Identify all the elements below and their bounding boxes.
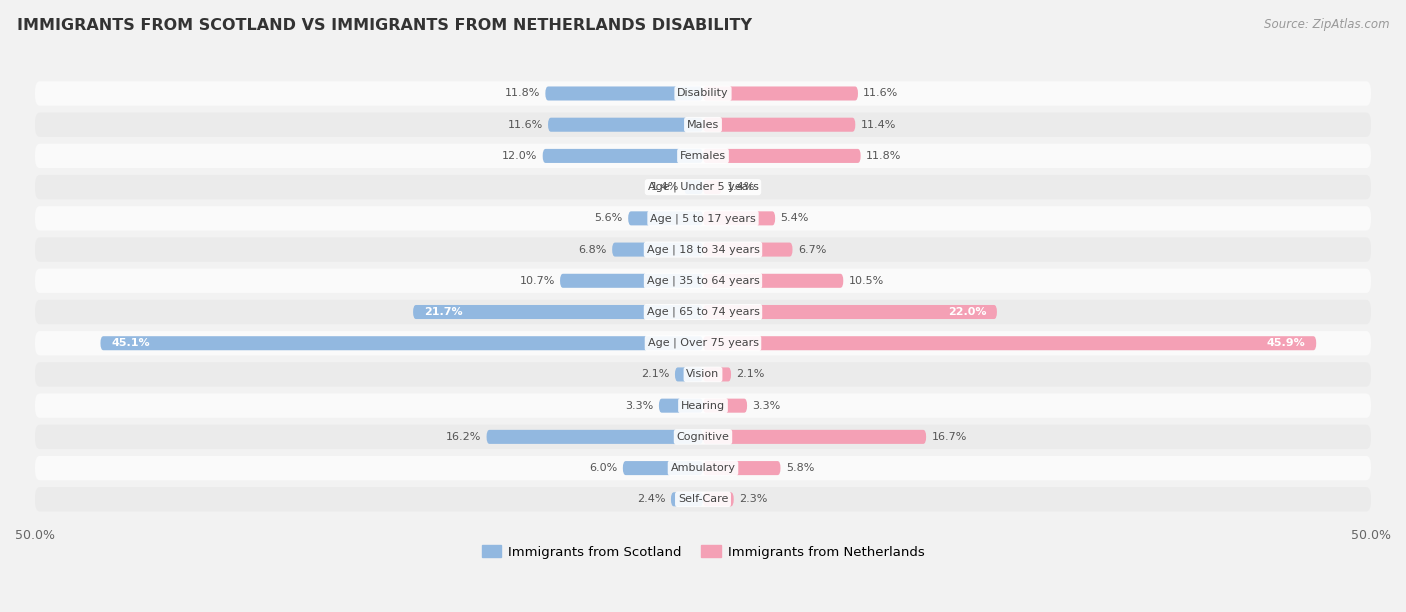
FancyBboxPatch shape xyxy=(486,430,703,444)
FancyBboxPatch shape xyxy=(612,242,703,256)
Text: 6.8%: 6.8% xyxy=(578,245,607,255)
FancyBboxPatch shape xyxy=(628,211,703,225)
FancyBboxPatch shape xyxy=(703,492,734,506)
FancyBboxPatch shape xyxy=(35,175,1371,200)
FancyBboxPatch shape xyxy=(35,487,1371,512)
FancyBboxPatch shape xyxy=(35,362,1371,387)
Text: Source: ZipAtlas.com: Source: ZipAtlas.com xyxy=(1264,18,1389,31)
Text: 3.3%: 3.3% xyxy=(752,401,780,411)
FancyBboxPatch shape xyxy=(548,118,703,132)
FancyBboxPatch shape xyxy=(703,211,775,225)
Text: 12.0%: 12.0% xyxy=(502,151,537,161)
FancyBboxPatch shape xyxy=(35,144,1371,168)
Text: 5.8%: 5.8% xyxy=(786,463,814,473)
Text: 16.2%: 16.2% xyxy=(446,432,481,442)
FancyBboxPatch shape xyxy=(543,149,703,163)
Text: 2.4%: 2.4% xyxy=(637,494,665,504)
FancyBboxPatch shape xyxy=(703,336,1316,350)
Text: 16.7%: 16.7% xyxy=(931,432,967,442)
FancyBboxPatch shape xyxy=(703,398,747,412)
FancyBboxPatch shape xyxy=(703,430,927,444)
FancyBboxPatch shape xyxy=(703,118,855,132)
Text: 10.5%: 10.5% xyxy=(849,276,884,286)
FancyBboxPatch shape xyxy=(35,237,1371,262)
Text: 11.8%: 11.8% xyxy=(866,151,901,161)
FancyBboxPatch shape xyxy=(623,461,703,475)
Text: Age | 18 to 34 years: Age | 18 to 34 years xyxy=(647,244,759,255)
FancyBboxPatch shape xyxy=(35,300,1371,324)
FancyBboxPatch shape xyxy=(35,394,1371,418)
FancyBboxPatch shape xyxy=(35,113,1371,137)
Text: Females: Females xyxy=(681,151,725,161)
FancyBboxPatch shape xyxy=(703,367,731,381)
Text: 10.7%: 10.7% xyxy=(519,276,555,286)
Legend: Immigrants from Scotland, Immigrants from Netherlands: Immigrants from Scotland, Immigrants fro… xyxy=(477,540,929,564)
Text: 21.7%: 21.7% xyxy=(423,307,463,317)
Text: Self-Care: Self-Care xyxy=(678,494,728,504)
FancyBboxPatch shape xyxy=(703,461,780,475)
FancyBboxPatch shape xyxy=(35,269,1371,293)
FancyBboxPatch shape xyxy=(671,492,703,506)
Text: 22.0%: 22.0% xyxy=(948,307,986,317)
Text: 2.1%: 2.1% xyxy=(737,370,765,379)
FancyBboxPatch shape xyxy=(35,206,1371,231)
Text: 3.3%: 3.3% xyxy=(626,401,654,411)
FancyBboxPatch shape xyxy=(35,331,1371,356)
Text: Hearing: Hearing xyxy=(681,401,725,411)
Text: Cognitive: Cognitive xyxy=(676,432,730,442)
Text: Vision: Vision xyxy=(686,370,720,379)
FancyBboxPatch shape xyxy=(35,81,1371,106)
Text: Age | Under 5 years: Age | Under 5 years xyxy=(648,182,758,192)
FancyBboxPatch shape xyxy=(703,86,858,100)
Text: 5.6%: 5.6% xyxy=(595,214,623,223)
Text: 2.1%: 2.1% xyxy=(641,370,669,379)
Text: 1.4%: 1.4% xyxy=(651,182,679,192)
Text: Ambulatory: Ambulatory xyxy=(671,463,735,473)
Text: Age | 65 to 74 years: Age | 65 to 74 years xyxy=(647,307,759,317)
Text: 11.8%: 11.8% xyxy=(505,89,540,99)
Text: 1.4%: 1.4% xyxy=(727,182,755,192)
FancyBboxPatch shape xyxy=(35,456,1371,480)
Text: 45.1%: 45.1% xyxy=(111,338,150,348)
Text: 11.6%: 11.6% xyxy=(863,89,898,99)
FancyBboxPatch shape xyxy=(703,149,860,163)
FancyBboxPatch shape xyxy=(35,425,1371,449)
FancyBboxPatch shape xyxy=(546,86,703,100)
FancyBboxPatch shape xyxy=(703,274,844,288)
FancyBboxPatch shape xyxy=(675,367,703,381)
FancyBboxPatch shape xyxy=(560,274,703,288)
FancyBboxPatch shape xyxy=(703,305,997,319)
Text: IMMIGRANTS FROM SCOTLAND VS IMMIGRANTS FROM NETHERLANDS DISABILITY: IMMIGRANTS FROM SCOTLAND VS IMMIGRANTS F… xyxy=(17,18,752,34)
Text: 2.3%: 2.3% xyxy=(740,494,768,504)
FancyBboxPatch shape xyxy=(703,242,793,256)
FancyBboxPatch shape xyxy=(659,398,703,412)
Text: 11.6%: 11.6% xyxy=(508,120,543,130)
FancyBboxPatch shape xyxy=(703,180,721,194)
FancyBboxPatch shape xyxy=(100,336,703,350)
Text: Age | 5 to 17 years: Age | 5 to 17 years xyxy=(650,213,756,223)
Text: Age | 35 to 64 years: Age | 35 to 64 years xyxy=(647,275,759,286)
Text: 11.4%: 11.4% xyxy=(860,120,896,130)
Text: 6.0%: 6.0% xyxy=(589,463,617,473)
Text: 6.7%: 6.7% xyxy=(797,245,827,255)
FancyBboxPatch shape xyxy=(685,180,703,194)
Text: 5.4%: 5.4% xyxy=(780,214,808,223)
Text: Disability: Disability xyxy=(678,89,728,99)
FancyBboxPatch shape xyxy=(413,305,703,319)
Text: Males: Males xyxy=(688,120,718,130)
Text: 45.9%: 45.9% xyxy=(1267,338,1306,348)
Text: Age | Over 75 years: Age | Over 75 years xyxy=(648,338,758,348)
